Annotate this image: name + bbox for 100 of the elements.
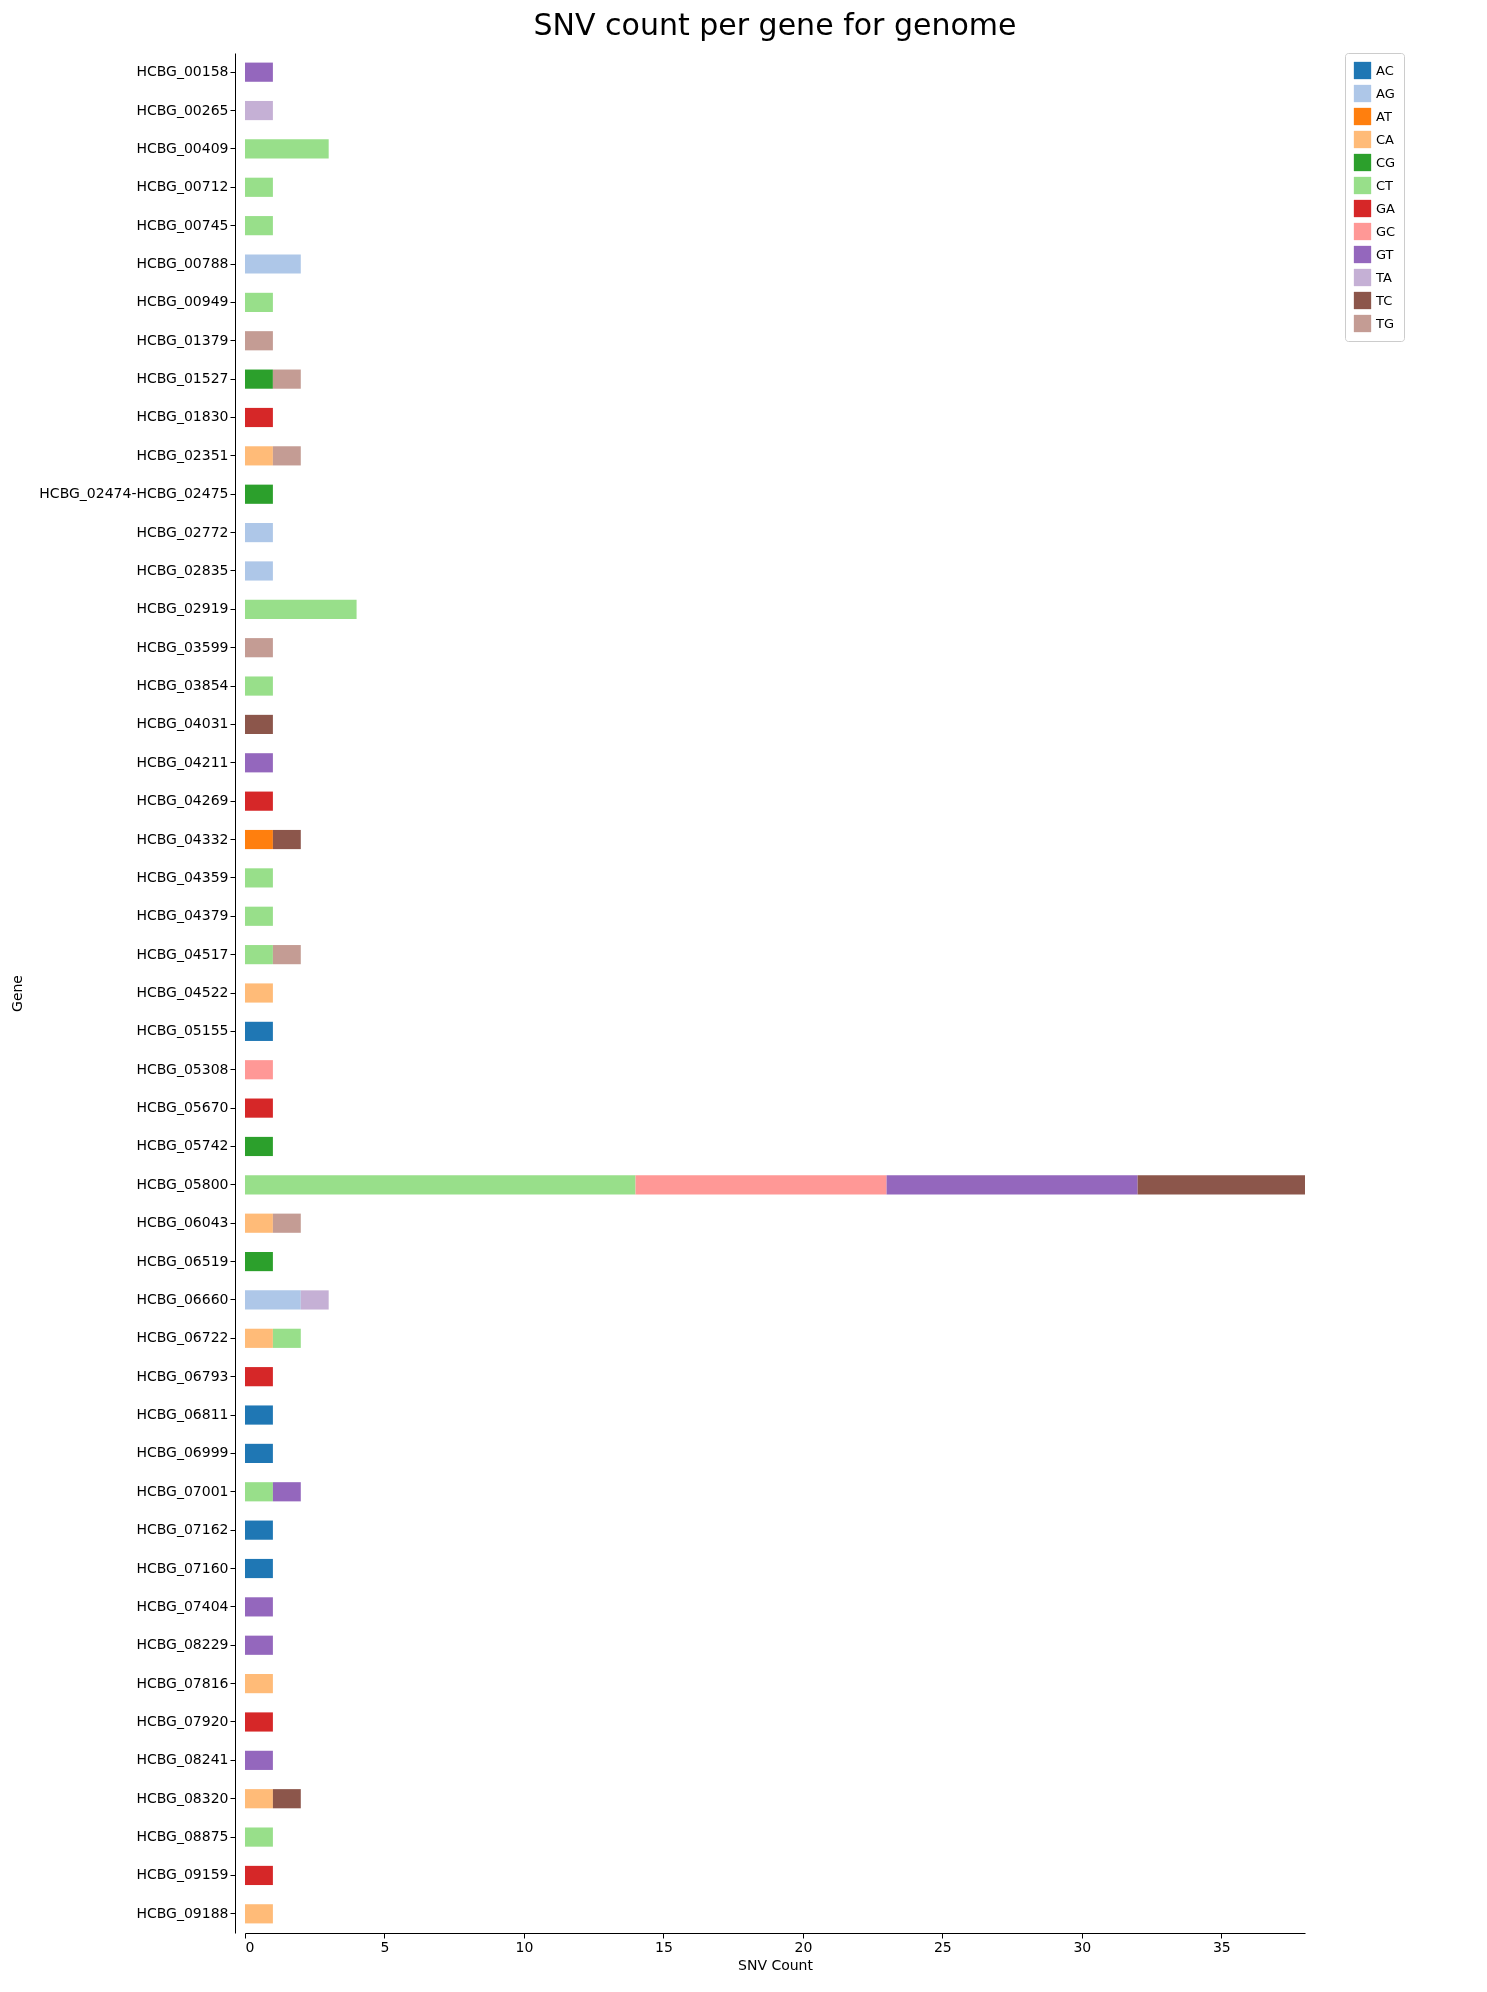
bar (245, 1175, 636, 1195)
bar (272, 1213, 301, 1233)
bar (245, 676, 273, 696)
x-tick-label: 20 (794, 1938, 813, 1955)
bar (272, 1328, 301, 1348)
bar (245, 1290, 301, 1310)
y-tick-label: HCBG_04269 (136, 792, 229, 809)
x-tick-label: 5 (380, 1938, 390, 1955)
bar (245, 100, 273, 121)
y-tick-label: HCBG_05670 (136, 1099, 229, 1116)
bar (245, 484, 273, 504)
bar (245, 714, 273, 735)
bar (272, 446, 301, 466)
bar (245, 1251, 273, 1272)
y-tick-label: HCBG_02835 (136, 561, 229, 578)
x-axis-title: SNV Count (738, 1956, 814, 1973)
y-tick-label: HCBG_07162 (136, 1521, 229, 1538)
y-tick-label: HCBG_00158 (136, 63, 229, 80)
legend-label: GA (1376, 200, 1396, 216)
bar (245, 868, 273, 888)
bar (245, 1558, 273, 1579)
bar (245, 446, 273, 466)
y-tick-label: HCBG_06999 (136, 1444, 229, 1461)
bar (245, 1674, 273, 1694)
x-tick-label: 0 (245, 1938, 255, 1955)
bar (245, 1328, 273, 1348)
bar (245, 1520, 273, 1540)
bar (245, 945, 273, 965)
y-tick-label: HCBG_04522 (136, 984, 229, 1000)
bar (245, 561, 273, 581)
legend-label: AT (1376, 108, 1392, 124)
bar (245, 1635, 273, 1655)
bar (245, 1443, 273, 1463)
bar (245, 1482, 273, 1502)
y-tick-label: HCBG_04379 (136, 907, 229, 924)
y-tick-label: HCBG_06660 (136, 1290, 229, 1307)
y-tick-label: HCBG_06793 (136, 1367, 229, 1384)
bar (886, 1175, 1138, 1195)
legend-label: CG (1376, 154, 1396, 170)
bar (245, 1021, 273, 1041)
y-tick-label: HCBG_08229 (136, 1636, 229, 1653)
y-tick-label: HCBG_07920 (136, 1712, 229, 1729)
y-tick-label: HCBG_06043 (136, 1214, 229, 1231)
bar (245, 983, 273, 1003)
bar (245, 216, 273, 236)
x-tick-label: 35 (1212, 1938, 1231, 1955)
legend-label: AG (1376, 85, 1395, 101)
bar (245, 1904, 273, 1924)
y-tick-label: HCBG_06811 (136, 1406, 229, 1423)
y-tick-label: HCBG_04359 (136, 868, 229, 885)
bar (245, 1213, 273, 1233)
x-tick-label: 10 (515, 1938, 534, 1955)
legend-label: TC (1375, 292, 1393, 308)
y-tick-label: HCBG_02474-HCBG_02475 (39, 485, 229, 502)
bar (245, 638, 273, 658)
y-tick-label: HCBG_09159 (136, 1866, 229, 1883)
y-tick-label: HCBG_04211 (136, 753, 229, 770)
bar (245, 331, 273, 351)
bar (245, 292, 273, 312)
y-tick-label: HCBG_04517 (136, 945, 229, 962)
y-tick-label: HCBG_00265 (136, 101, 229, 118)
y-tick-label: HCBG_03599 (136, 638, 229, 655)
y-tick-label: HCBG_02919 (136, 600, 229, 617)
legend-label: GC (1376, 223, 1396, 239)
y-tick-label: HCBG_06519 (136, 1252, 229, 1269)
legend-label: AC (1376, 62, 1394, 78)
y-tick-label: HCBG_05308 (136, 1060, 229, 1077)
y-tick-label: HCBG_00949 (136, 293, 229, 310)
x-tick-label: 15 (655, 1938, 673, 1955)
bar (245, 1750, 273, 1770)
y-tick-label: HCBG_03854 (136, 677, 229, 694)
legend-label: CA (1376, 131, 1395, 147)
x-tick-label: 30 (1073, 1938, 1092, 1955)
chart-title: SNV count per gene for genome (533, 6, 1017, 42)
bar (272, 1789, 301, 1809)
y-tick-label: HCBG_01830 (136, 408, 229, 425)
bar (245, 1367, 273, 1387)
y-tick-label: HCBG_07816 (136, 1674, 229, 1691)
bar (272, 945, 301, 965)
bar (245, 753, 273, 773)
bar (272, 1482, 301, 1502)
bar (300, 1290, 329, 1310)
bar (245, 906, 273, 926)
y-tick-label: HCBG_07160 (136, 1559, 229, 1576)
y-tick-label: HCBG_00712 (136, 178, 229, 195)
y-tick-label: HCBG_07404 (136, 1597, 229, 1614)
y-tick-label: HCBG_04031 (136, 715, 229, 732)
y-tick-label: HCBG_04332 (136, 830, 229, 847)
y-tick-label: HCBG_08241 (136, 1751, 229, 1768)
bar (245, 1405, 273, 1425)
y-tick-label: HCBG_01379 (136, 331, 229, 348)
bar (245, 829, 273, 850)
y-tick-label: HCBG_02772 (136, 523, 229, 540)
bar (245, 1597, 273, 1617)
y-tick-label: HCBG_05155 (136, 1022, 229, 1039)
y-tick-label: HCBG_09188 (136, 1904, 229, 1921)
y-tick-label: HCBG_05800 (136, 1175, 229, 1192)
legend-label: CT (1376, 177, 1394, 193)
bar (245, 1060, 273, 1080)
y-tick-label: HCBG_02351 (136, 446, 229, 463)
